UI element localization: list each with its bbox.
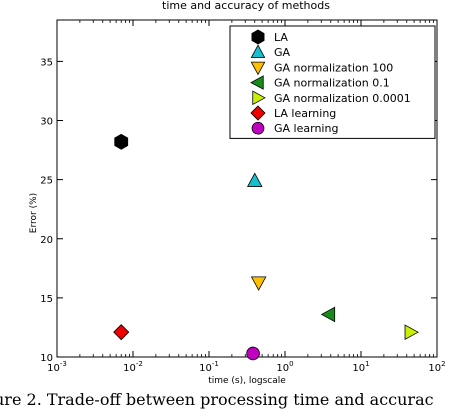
data-point bbox=[404, 324, 419, 340]
data-point bbox=[250, 276, 267, 291]
legend-marker bbox=[252, 90, 266, 106]
x-tick-label: 102 bbox=[428, 360, 445, 374]
y-tick-label: 25 bbox=[40, 176, 53, 187]
y-tick-label: 20 bbox=[40, 235, 53, 246]
y-axis-label: Error (%) bbox=[29, 193, 39, 233]
legend-marker bbox=[250, 44, 266, 58]
x-tick-label: 10-1 bbox=[199, 360, 219, 374]
x-axis-label: time (s), logscale bbox=[208, 376, 286, 386]
x-tick-label: 101 bbox=[352, 360, 369, 374]
y-tick-label: 35 bbox=[40, 57, 53, 68]
legend-entry: GA normalization 100 bbox=[274, 61, 393, 74]
y-tick-label: 15 bbox=[40, 294, 53, 305]
legend-entry: GA normalization 0.0001 bbox=[274, 92, 411, 105]
data-point bbox=[246, 172, 263, 187]
x-tick-exponent: 0 bbox=[289, 360, 293, 368]
legend-entry: GA normalization 0.1 bbox=[274, 77, 390, 90]
figure-caption: ure 2. Trade-off between processing time… bbox=[0, 388, 474, 413]
legend-marker bbox=[250, 61, 266, 76]
chart-title: time and accuracy of methods bbox=[162, 0, 330, 12]
x-tick-exponent: -2 bbox=[136, 360, 143, 368]
x-tick-exponent: 2 bbox=[441, 360, 445, 368]
y-tick-label: 30 bbox=[40, 117, 53, 128]
legend-marker bbox=[250, 105, 266, 121]
legend-frame bbox=[229, 25, 436, 139]
x-tick-label: 100 bbox=[276, 360, 293, 374]
y-tick-label: 10 bbox=[40, 353, 53, 364]
data-point bbox=[320, 306, 336, 323]
x-tick-exponent: 1 bbox=[365, 360, 369, 368]
data-point bbox=[246, 346, 260, 361]
legend-marker bbox=[251, 121, 265, 135]
legend-entry: LA bbox=[274, 31, 288, 44]
legend-entry: LA learning bbox=[274, 107, 336, 120]
legend-entry: GA learning bbox=[274, 122, 338, 135]
x-tick-exponent: -1 bbox=[212, 360, 219, 368]
legend-marker bbox=[251, 29, 265, 45]
legend: LA GA GA normalization 100 GA normalization… bbox=[229, 25, 436, 139]
caption-text: ure 2. Trade-off between processing time… bbox=[0, 390, 434, 409]
data-point bbox=[113, 324, 130, 341]
data-point bbox=[114, 133, 129, 150]
legend-marker bbox=[250, 75, 264, 90]
legend-entry: GA bbox=[274, 46, 291, 59]
x-tick-label: 10-2 bbox=[123, 360, 143, 374]
x-tick-exponent: -3 bbox=[60, 360, 67, 368]
